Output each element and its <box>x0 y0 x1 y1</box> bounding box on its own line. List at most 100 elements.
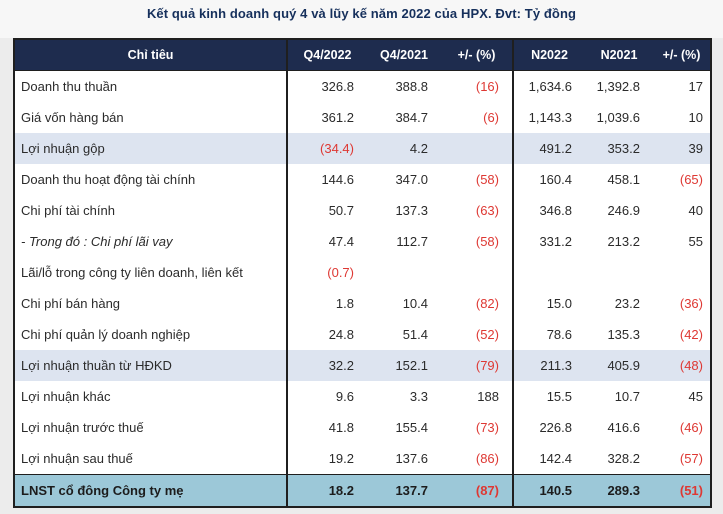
table-row: Lợi nhuận gộp (34.4) 4.2 491.2 353.2 39 <box>14 133 711 164</box>
cell-value <box>653 257 711 288</box>
cell-value: 328.2 <box>607 451 640 466</box>
column-header-pct-change-year: +/- (%) <box>653 39 711 71</box>
row-label: Lợi nhuận sau thuế <box>14 443 288 475</box>
cell-value: 137.6 <box>395 451 428 466</box>
cell-value: (73) <box>441 412 514 443</box>
cell-value: 9.6 <box>335 389 354 404</box>
cell-value: 23.2 <box>614 296 640 311</box>
cell-value: (58) <box>441 226 514 257</box>
cell-value: 3.3 <box>409 389 428 404</box>
cell-value <box>513 257 585 288</box>
cell-value: 1,039.6 <box>596 110 640 125</box>
cell-value: (65) <box>679 172 703 187</box>
cell-value: 1,143.3 <box>528 110 572 125</box>
cell-value: 19.2 <box>328 451 354 466</box>
table-row: Chi phí tài chính 50.7 137.3 (63) 346.8 246.9… <box>14 195 711 226</box>
cell-value: (36) <box>679 296 703 311</box>
row-label: Chi phí tài chính <box>14 195 288 226</box>
cell-value: (16) <box>441 70 514 102</box>
cell-value: 15.5 <box>546 389 572 404</box>
cell-value: 47.4 <box>328 234 354 249</box>
row-label: Chi phí bán hàng <box>14 288 288 319</box>
cell-value: 1,392.8 <box>596 79 640 94</box>
column-header-pct-change-quarter: +/- (%) <box>441 39 514 71</box>
cell-value: 152.1 <box>367 350 441 381</box>
cell-value: (58) <box>441 164 514 195</box>
cell-value: 10.4 <box>402 296 428 311</box>
page-title: Kết quả kinh doanh quý 4 và lũy kế năm 2… <box>146 6 577 21</box>
cell-value: 226.8 <box>539 420 572 435</box>
cell-value: 289.3 <box>585 474 653 507</box>
cell-value: 140.5 <box>513 474 585 507</box>
cell-value: 40 <box>688 203 703 218</box>
cell-value: 10 <box>688 110 703 125</box>
table-row: Lãi/lỗ trong công ty liên doanh, liên kế… <box>14 257 711 288</box>
cell-value: 135.3 <box>607 327 640 342</box>
cell-value: (51) <box>653 474 711 507</box>
cell-value: 347.0 <box>395 172 428 187</box>
column-header-n2021: N2021 <box>585 39 653 71</box>
row-label: - Trong đó : Chi phí lãi vay <box>14 226 288 257</box>
cell-value: (79) <box>441 350 514 381</box>
table-row: LNST cổ đông Công ty mẹ 18.2 137.7 (87) 140.… <box>14 474 711 507</box>
cell-value: 384.7 <box>395 110 428 125</box>
table-row: Lợi nhuận thuần từ HĐKD 32.2 152.1 (79) 211.… <box>14 350 711 381</box>
column-header-n2022: N2022 <box>513 39 585 71</box>
cell-value: 142.4 <box>539 451 572 466</box>
cell-value: 18.2 <box>287 474 367 507</box>
table-row: Doanh thu thuần 326.8 388.8 (16) 1,634.6 1,39… <box>14 70 711 102</box>
cell-value: 416.6 <box>607 420 640 435</box>
cell-value: 346.8 <box>539 203 572 218</box>
table-row: Doanh thu hoạt động tài chính 144.6 347.0 (… <box>14 164 711 195</box>
cell-value: 491.2 <box>513 133 585 164</box>
cell-value <box>585 257 653 288</box>
cell-value <box>441 133 514 164</box>
row-label: Lãi/lỗ trong công ty liên doanh, liên kế… <box>14 257 288 288</box>
table-row: Chi phí bán hàng 1.8 10.4 (82) 15.0 23.2 (36) <box>14 288 711 319</box>
row-label: Giá vốn hàng bán <box>14 102 288 133</box>
cell-value: 160.4 <box>539 172 572 187</box>
cell-value: (34.4) <box>287 133 367 164</box>
cell-value: 331.2 <box>539 234 572 249</box>
cell-value: 78.6 <box>546 327 572 342</box>
cell-value: (52) <box>441 319 514 350</box>
column-header-q4-2021: Q4/2021 <box>367 39 441 71</box>
cell-value: (57) <box>679 451 703 466</box>
cell-value: 24.8 <box>328 327 354 342</box>
row-label: Lợi nhuận thuần từ HĐKD <box>14 350 288 381</box>
table-row: Chi phí quản lý doanh nghiệp 24.8 51.4 (52)… <box>14 319 711 350</box>
cell-value: 405.9 <box>585 350 653 381</box>
cell-value: 55 <box>688 234 703 249</box>
cell-value: 211.3 <box>513 350 585 381</box>
cell-value: (46) <box>679 420 703 435</box>
cell-value: (86) <box>441 443 514 475</box>
financial-results-table: Chỉ tiêu Q4/2022 Q4/2021 +/- (%) N2022 N… <box>13 38 712 508</box>
cell-value: 458.1 <box>607 172 640 187</box>
cell-value: 51.4 <box>402 327 428 342</box>
cell-value: (0.7) <box>327 265 354 280</box>
cell-value: (42) <box>679 327 703 342</box>
cell-value: 137.3 <box>395 203 428 218</box>
cell-value: 39 <box>653 133 711 164</box>
cell-value: (48) <box>653 350 711 381</box>
cell-value: 1.8 <box>335 296 354 311</box>
cell-value: (6) <box>441 102 514 133</box>
cell-value: 155.4 <box>395 420 428 435</box>
cell-value: 213.2 <box>607 234 640 249</box>
column-header-q4-2022: Q4/2022 <box>287 39 367 71</box>
cell-value: 15.0 <box>546 296 572 311</box>
cell-value: 1,634.6 <box>528 79 572 94</box>
table-row: Giá vốn hàng bán 361.2 384.7 (6) 1,143.3 1,03… <box>14 102 711 133</box>
cell-value <box>441 257 514 288</box>
row-label: Doanh thu hoạt động tài chính <box>14 164 288 195</box>
row-label: Lợi nhuận gộp <box>14 133 288 164</box>
cell-value: (63) <box>441 195 514 226</box>
cell-value: 50.7 <box>328 203 354 218</box>
column-header-chi-tieu: Chỉ tiêu <box>14 39 288 71</box>
cell-value: 188 <box>441 381 514 412</box>
cell-value: 353.2 <box>585 133 653 164</box>
row-label: Chi phí quản lý doanh nghiệp <box>14 319 288 350</box>
cell-value: 326.8 <box>321 79 354 94</box>
table-row: - Trong đó : Chi phí lãi vay 47.4 112.7 (58… <box>14 226 711 257</box>
header-row: Chỉ tiêu Q4/2022 Q4/2021 +/- (%) N2022 N… <box>14 39 711 71</box>
